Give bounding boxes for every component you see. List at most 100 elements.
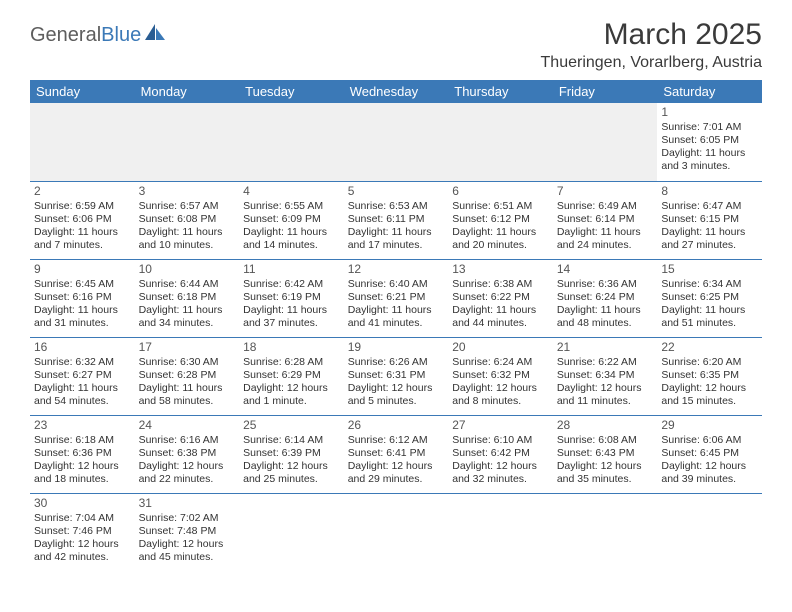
month-title: March 2025 xyxy=(541,18,762,52)
calendar-cell: 24Sunrise: 6:16 AMSunset: 6:38 PMDayligh… xyxy=(135,415,240,493)
day-number: 30 xyxy=(34,496,131,511)
sunset-text: Sunset: 6:29 PM xyxy=(243,369,340,382)
sunset-text: Sunset: 6:31 PM xyxy=(348,369,445,382)
sunrise-text: Sunrise: 6:26 AM xyxy=(348,356,445,369)
calendar-row: 30Sunrise: 7:04 AMSunset: 7:46 PMDayligh… xyxy=(30,493,762,571)
daylight-text: Daylight: 12 hours and 11 minutes. xyxy=(557,382,654,408)
calendar-cell: 23Sunrise: 6:18 AMSunset: 6:36 PMDayligh… xyxy=(30,415,135,493)
daylight-text: Daylight: 12 hours and 1 minute. xyxy=(243,382,340,408)
sunrise-text: Sunrise: 6:22 AM xyxy=(557,356,654,369)
calendar-cell: 31Sunrise: 7:02 AMSunset: 7:48 PMDayligh… xyxy=(135,493,240,571)
weekday-header: Wednesday xyxy=(344,80,449,103)
weekday-header: Saturday xyxy=(657,80,762,103)
calendar-cell: 10Sunrise: 6:44 AMSunset: 6:18 PMDayligh… xyxy=(135,259,240,337)
daylight-text: Daylight: 11 hours and 51 minutes. xyxy=(661,304,758,330)
day-number: 19 xyxy=(348,340,445,355)
daylight-text: Daylight: 12 hours and 15 minutes. xyxy=(661,382,758,408)
calendar-cell xyxy=(553,103,658,181)
day-number: 5 xyxy=(348,184,445,199)
sunset-text: Sunset: 6:12 PM xyxy=(452,213,549,226)
calendar-cell: 6Sunrise: 6:51 AMSunset: 6:12 PMDaylight… xyxy=(448,181,553,259)
sunrise-text: Sunrise: 6:28 AM xyxy=(243,356,340,369)
daylight-text: Daylight: 12 hours and 29 minutes. xyxy=(348,460,445,486)
day-number: 2 xyxy=(34,184,131,199)
daylight-text: Daylight: 12 hours and 18 minutes. xyxy=(34,460,131,486)
sunset-text: Sunset: 6:21 PM xyxy=(348,291,445,304)
calendar-cell: 5Sunrise: 6:53 AMSunset: 6:11 PMDaylight… xyxy=(344,181,449,259)
day-number: 31 xyxy=(139,496,236,511)
sunset-text: Sunset: 6:25 PM xyxy=(661,291,758,304)
sunset-text: Sunset: 6:27 PM xyxy=(34,369,131,382)
daylight-text: Daylight: 11 hours and 24 minutes. xyxy=(557,226,654,252)
day-number: 21 xyxy=(557,340,654,355)
sunset-text: Sunset: 6:14 PM xyxy=(557,213,654,226)
calendar-cell: 28Sunrise: 6:08 AMSunset: 6:43 PMDayligh… xyxy=(553,415,658,493)
sunset-text: Sunset: 6:39 PM xyxy=(243,447,340,460)
day-number: 24 xyxy=(139,418,236,433)
weekday-header: Sunday xyxy=(30,80,135,103)
sunset-text: Sunset: 6:19 PM xyxy=(243,291,340,304)
calendar-cell xyxy=(448,103,553,181)
daylight-text: Daylight: 12 hours and 35 minutes. xyxy=(557,460,654,486)
daylight-text: Daylight: 12 hours and 32 minutes. xyxy=(452,460,549,486)
day-number: 7 xyxy=(557,184,654,199)
day-number: 10 xyxy=(139,262,236,277)
logo-sail-icon xyxy=(145,24,167,47)
sunrise-text: Sunrise: 6:42 AM xyxy=(243,278,340,291)
daylight-text: Daylight: 11 hours and 10 minutes. xyxy=(139,226,236,252)
calendar-cell xyxy=(448,493,553,571)
sunrise-text: Sunrise: 6:10 AM xyxy=(452,434,549,447)
calendar-cell: 2Sunrise: 6:59 AMSunset: 6:06 PMDaylight… xyxy=(30,181,135,259)
sunset-text: Sunset: 6:18 PM xyxy=(139,291,236,304)
daylight-text: Daylight: 12 hours and 39 minutes. xyxy=(661,460,758,486)
sunset-text: Sunset: 7:46 PM xyxy=(34,525,131,538)
calendar-cell: 29Sunrise: 6:06 AMSunset: 6:45 PMDayligh… xyxy=(657,415,762,493)
calendar-cell: 30Sunrise: 7:04 AMSunset: 7:46 PMDayligh… xyxy=(30,493,135,571)
daylight-text: Daylight: 11 hours and 31 minutes. xyxy=(34,304,131,330)
day-number: 23 xyxy=(34,418,131,433)
sunrise-text: Sunrise: 6:20 AM xyxy=(661,356,758,369)
sunset-text: Sunset: 6:43 PM xyxy=(557,447,654,460)
day-number: 25 xyxy=(243,418,340,433)
calendar-row: 16Sunrise: 6:32 AMSunset: 6:27 PMDayligh… xyxy=(30,337,762,415)
calendar-cell: 22Sunrise: 6:20 AMSunset: 6:35 PMDayligh… xyxy=(657,337,762,415)
calendar-cell: 7Sunrise: 6:49 AMSunset: 6:14 PMDaylight… xyxy=(553,181,658,259)
day-number: 13 xyxy=(452,262,549,277)
sunrise-text: Sunrise: 6:18 AM xyxy=(34,434,131,447)
sunrise-text: Sunrise: 6:51 AM xyxy=(452,200,549,213)
daylight-text: Daylight: 12 hours and 5 minutes. xyxy=(348,382,445,408)
sunset-text: Sunset: 6:28 PM xyxy=(139,369,236,382)
calendar-cell: 18Sunrise: 6:28 AMSunset: 6:29 PMDayligh… xyxy=(239,337,344,415)
calendar-cell: 15Sunrise: 6:34 AMSunset: 6:25 PMDayligh… xyxy=(657,259,762,337)
sunrise-text: Sunrise: 6:38 AM xyxy=(452,278,549,291)
day-number: 4 xyxy=(243,184,340,199)
calendar-cell: 8Sunrise: 6:47 AMSunset: 6:15 PMDaylight… xyxy=(657,181,762,259)
sunrise-text: Sunrise: 6:30 AM xyxy=(139,356,236,369)
sunrise-text: Sunrise: 6:24 AM xyxy=(452,356,549,369)
calendar-cell: 20Sunrise: 6:24 AMSunset: 6:32 PMDayligh… xyxy=(448,337,553,415)
daylight-text: Daylight: 11 hours and 17 minutes. xyxy=(348,226,445,252)
day-number: 29 xyxy=(661,418,758,433)
sunset-text: Sunset: 7:48 PM xyxy=(139,525,236,538)
calendar-cell xyxy=(344,493,449,571)
calendar-body: 1Sunrise: 7:01 AMSunset: 6:05 PMDaylight… xyxy=(30,103,762,571)
calendar-row: 1Sunrise: 7:01 AMSunset: 6:05 PMDaylight… xyxy=(30,103,762,181)
day-number: 26 xyxy=(348,418,445,433)
sunset-text: Sunset: 6:38 PM xyxy=(139,447,236,460)
calendar-cell: 25Sunrise: 6:14 AMSunset: 6:39 PMDayligh… xyxy=(239,415,344,493)
day-number: 3 xyxy=(139,184,236,199)
calendar-cell: 13Sunrise: 6:38 AMSunset: 6:22 PMDayligh… xyxy=(448,259,553,337)
sunset-text: Sunset: 6:34 PM xyxy=(557,369,654,382)
day-number: 28 xyxy=(557,418,654,433)
sunset-text: Sunset: 6:11 PM xyxy=(348,213,445,226)
calendar-cell xyxy=(344,103,449,181)
sunrise-text: Sunrise: 7:02 AM xyxy=(139,512,236,525)
calendar-row: 23Sunrise: 6:18 AMSunset: 6:36 PMDayligh… xyxy=(30,415,762,493)
day-number: 15 xyxy=(661,262,758,277)
daylight-text: Daylight: 11 hours and 58 minutes. xyxy=(139,382,236,408)
sunset-text: Sunset: 6:16 PM xyxy=(34,291,131,304)
sunrise-text: Sunrise: 6:12 AM xyxy=(348,434,445,447)
sunrise-text: Sunrise: 6:40 AM xyxy=(348,278,445,291)
daylight-text: Daylight: 12 hours and 25 minutes. xyxy=(243,460,340,486)
sunset-text: Sunset: 6:45 PM xyxy=(661,447,758,460)
